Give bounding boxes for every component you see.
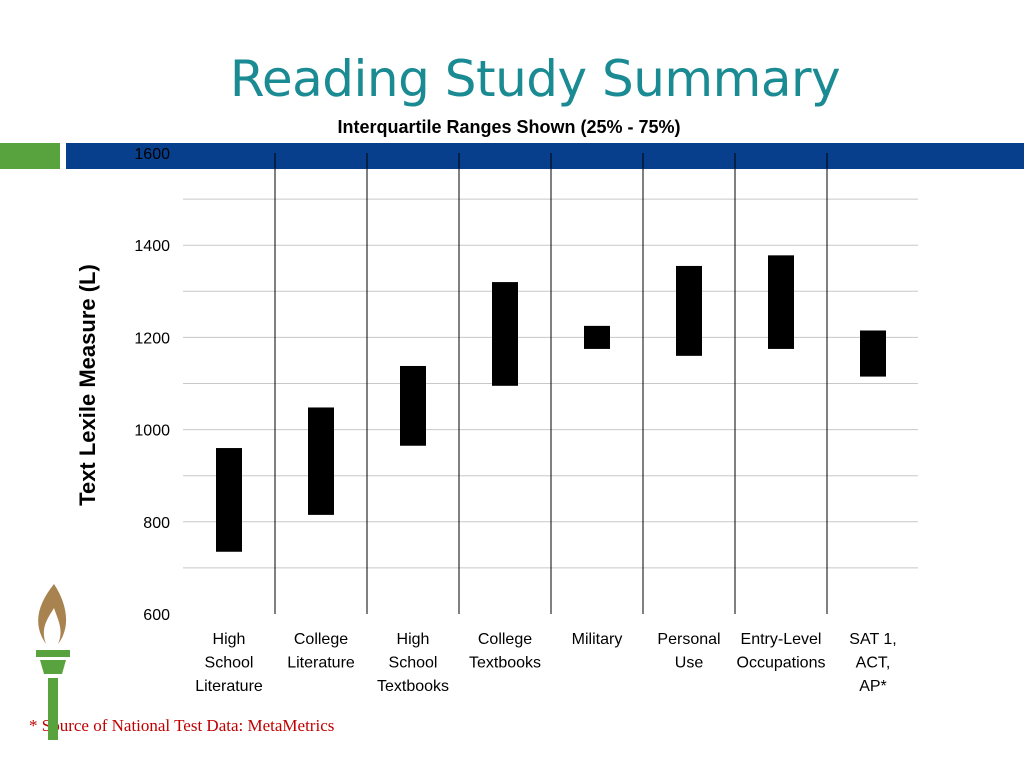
range-bar xyxy=(676,265,702,356)
range-bar xyxy=(492,282,518,386)
x-tick-label: High School Literature xyxy=(195,631,263,695)
y-tick-label: 1200 xyxy=(134,330,170,347)
banner-blue-bar xyxy=(66,143,1024,169)
y-tick-label: 800 xyxy=(143,515,170,532)
x-tick-label: Entry-Level Occupations xyxy=(737,631,826,672)
y-tick-label: 1000 xyxy=(134,423,170,440)
range-bar xyxy=(308,407,334,515)
range-bar xyxy=(216,448,242,552)
y-tick-label: 1400 xyxy=(134,238,170,255)
x-tick-label: High School Textbooks xyxy=(377,631,449,695)
y-tick-label: 1600 xyxy=(134,146,170,163)
x-tick-label: Personal Use xyxy=(657,631,720,672)
x-tick-label: Military xyxy=(572,631,623,648)
banner-green-block xyxy=(0,143,60,169)
range-bar xyxy=(584,325,610,349)
slide-title: Reading Study Summary xyxy=(229,50,841,108)
range-bar xyxy=(400,365,426,446)
y-tick-label: 600 xyxy=(143,607,170,624)
x-tick-label: College Literature xyxy=(287,631,355,672)
source-note: * Source of National Test Data: MetaMetr… xyxy=(29,716,335,735)
range-bar xyxy=(768,255,794,349)
x-tick-label: SAT 1, ACT, AP* xyxy=(849,631,896,695)
torch-logo-icon xyxy=(36,584,70,740)
chart-subtitle: Interquartile Ranges Shown (25% - 75%) xyxy=(337,117,681,137)
x-tick-label: College Textbooks xyxy=(469,631,541,672)
range-bar xyxy=(860,330,886,377)
y-axis-label: Text Lexile Measure (L) xyxy=(75,264,100,506)
